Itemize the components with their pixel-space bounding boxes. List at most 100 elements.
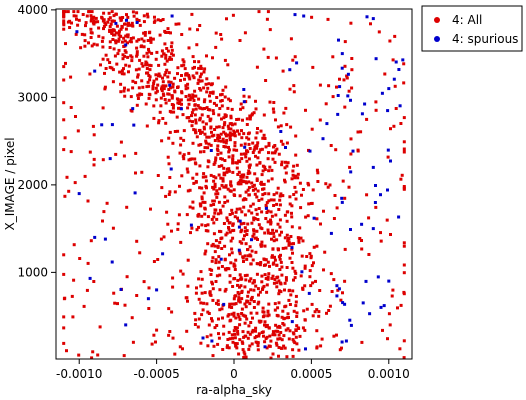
all-point: [231, 223, 235, 227]
all-point: [256, 127, 259, 130]
spurious-point: [75, 30, 79, 34]
all-point: [209, 143, 213, 147]
all-point: [255, 272, 259, 276]
all-point: [256, 156, 260, 160]
all-point: [292, 339, 296, 343]
all-point: [347, 89, 351, 93]
spurious-point: [397, 215, 401, 219]
all-point: [250, 295, 254, 299]
all-point: [245, 233, 249, 236]
all-point: [229, 116, 233, 120]
all-point: [278, 281, 282, 285]
all-point: [223, 244, 227, 248]
all-point: [187, 151, 191, 155]
all-point: [171, 336, 175, 340]
all-point: [236, 216, 239, 220]
spurious-point: [114, 21, 118, 25]
spurious-point: [343, 302, 347, 306]
all-point: [216, 212, 220, 216]
all-point: [213, 326, 217, 330]
all-point: [255, 212, 259, 216]
spurious-point: [124, 43, 128, 47]
all-point: [213, 250, 217, 254]
spurious-point: [382, 304, 386, 308]
all-point: [221, 137, 225, 141]
spurious-point: [398, 104, 402, 108]
all-point: [166, 155, 170, 159]
all-point: [203, 132, 207, 136]
all-point: [168, 176, 172, 179]
all-point: [107, 17, 111, 21]
all-point: [224, 145, 227, 149]
all-point: [281, 246, 285, 250]
all-point: [251, 281, 255, 285]
all-point: [283, 166, 287, 170]
all-point: [271, 352, 275, 356]
all-point: [308, 269, 312, 273]
all-point: [102, 210, 106, 214]
all-point: [149, 207, 152, 211]
all-point: [86, 199, 90, 203]
all-point: [291, 266, 295, 270]
all-point: [198, 164, 202, 168]
all-point: [213, 244, 217, 248]
all-point: [122, 45, 126, 48]
all-point: [77, 18, 81, 22]
all-point: [203, 212, 207, 216]
all-point: [215, 274, 219, 278]
spurious-point: [168, 83, 172, 87]
all-point: [191, 176, 195, 180]
all-point: [304, 108, 307, 112]
all-point: [402, 290, 406, 294]
all-point: [194, 94, 198, 98]
all-point: [62, 14, 66, 18]
all-point: [124, 27, 128, 31]
all-point: [108, 46, 112, 49]
all-point: [201, 175, 205, 179]
all-point: [126, 23, 130, 27]
all-point: [297, 348, 301, 352]
all-point: [226, 106, 230, 110]
all-point: [330, 290, 334, 293]
all-point: [251, 202, 255, 206]
all-point: [177, 22, 181, 26]
all-point: [94, 16, 98, 20]
all-point: [145, 12, 149, 16]
all-point: [271, 333, 275, 337]
all-point: [155, 89, 159, 93]
all-point: [367, 216, 371, 220]
all-point: [322, 268, 325, 272]
all-point: [231, 229, 235, 233]
all-point: [284, 246, 288, 250]
all-point: [206, 242, 210, 246]
y-tick-label: 2000: [17, 178, 48, 192]
all-point: [386, 337, 389, 341]
all-point: [202, 172, 206, 176]
all-point: [287, 242, 291, 246]
all-point: [88, 10, 91, 14]
all-point: [247, 180, 251, 184]
all-point: [179, 78, 182, 82]
all-point: [207, 323, 211, 327]
all-point: [277, 152, 281, 156]
all-point: [310, 302, 314, 306]
all-point: [273, 302, 277, 306]
all-point: [230, 302, 234, 306]
all-point: [210, 244, 214, 248]
x-tick-label: 0.0010: [368, 367, 410, 381]
all-point: [225, 170, 229, 174]
all-point: [215, 125, 219, 129]
spurious-point: [169, 167, 173, 171]
all-point: [132, 14, 136, 18]
all-point: [193, 113, 197, 117]
all-point: [283, 281, 287, 285]
all-point: [262, 334, 265, 338]
all-point: [231, 236, 235, 240]
all-point: [251, 258, 255, 262]
all-point: [278, 194, 282, 198]
all-point: [198, 116, 202, 120]
all-point: [98, 325, 102, 329]
all-point: [206, 165, 210, 169]
all-point: [149, 39, 153, 43]
all-point: [222, 145, 226, 148]
